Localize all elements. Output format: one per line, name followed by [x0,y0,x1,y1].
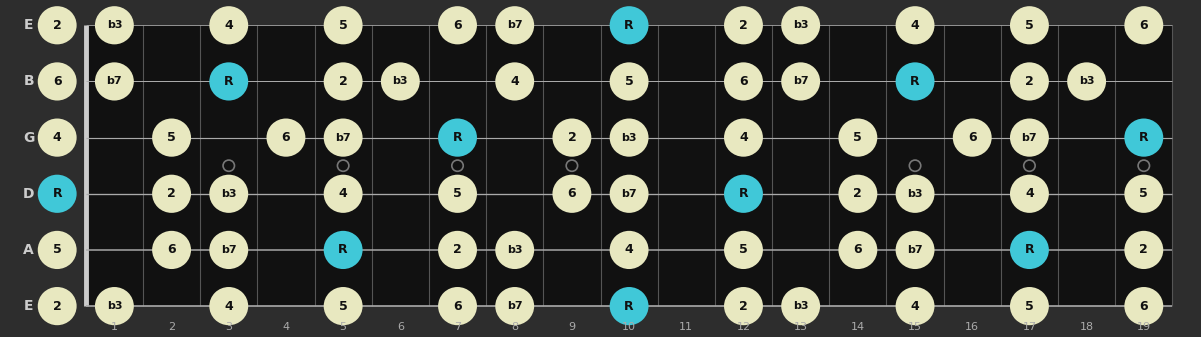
Text: 4: 4 [339,187,347,200]
Circle shape [95,6,133,44]
Text: 4: 4 [510,75,519,88]
Circle shape [1124,231,1164,269]
Text: b3: b3 [1078,76,1094,87]
Circle shape [610,231,649,269]
Circle shape [724,287,763,325]
Circle shape [324,231,363,269]
Circle shape [37,287,77,325]
Circle shape [324,119,363,157]
Circle shape [438,287,477,325]
Circle shape [896,231,934,269]
Text: 3: 3 [226,322,232,332]
Text: D: D [23,187,35,201]
Circle shape [724,62,763,100]
Circle shape [1010,175,1048,213]
Text: 18: 18 [1080,322,1094,332]
Circle shape [552,175,591,213]
Text: b3: b3 [907,189,922,199]
Text: b3: b3 [793,20,808,30]
Circle shape [381,62,420,100]
Circle shape [1124,175,1164,213]
Circle shape [37,6,77,44]
Circle shape [95,62,133,100]
Text: 15: 15 [908,322,922,332]
Text: 8: 8 [512,322,519,332]
Circle shape [37,175,77,213]
Circle shape [267,119,305,157]
Circle shape [1124,6,1164,44]
Text: R: R [53,187,62,200]
Circle shape [896,62,934,100]
Circle shape [781,62,820,100]
Text: 4: 4 [282,322,289,332]
Text: 14: 14 [850,322,865,332]
Circle shape [838,175,877,213]
Circle shape [610,119,649,157]
Circle shape [495,287,534,325]
Circle shape [1010,231,1048,269]
Text: 5: 5 [167,131,175,144]
Text: 6: 6 [1140,19,1148,32]
Text: b3: b3 [107,20,123,30]
Circle shape [324,62,363,100]
Text: b7: b7 [335,132,351,143]
Text: R: R [625,19,634,32]
Circle shape [896,6,934,44]
Text: E: E [24,299,34,313]
Circle shape [324,6,363,44]
Text: 4: 4 [1026,187,1034,200]
Circle shape [209,287,249,325]
Circle shape [1124,119,1164,157]
Circle shape [552,119,591,157]
Circle shape [1068,62,1106,100]
Circle shape [724,119,763,157]
Text: 2: 2 [167,187,175,200]
Text: 6: 6 [1140,300,1148,313]
Text: 6: 6 [453,19,462,32]
Text: 5: 5 [1026,19,1034,32]
Circle shape [838,231,877,269]
Text: 5: 5 [53,243,61,256]
Circle shape [952,119,992,157]
Text: 5: 5 [739,243,748,256]
Text: R: R [1024,243,1034,256]
Text: b7: b7 [793,76,808,87]
Text: A: A [23,243,34,257]
Text: 2: 2 [453,243,462,256]
Text: 5: 5 [339,300,347,313]
Circle shape [209,231,249,269]
Text: 17: 17 [1022,322,1036,332]
Circle shape [781,6,820,44]
Text: b3: b3 [507,245,522,255]
Text: b7: b7 [1022,132,1038,143]
Text: 19: 19 [1137,322,1151,332]
Text: b3: b3 [793,301,808,311]
Circle shape [1010,119,1048,157]
Circle shape [724,6,763,44]
Circle shape [495,62,534,100]
Circle shape [95,287,133,325]
Circle shape [37,119,77,157]
Text: 11: 11 [680,322,693,332]
Text: 2: 2 [53,19,61,32]
Circle shape [438,231,477,269]
Circle shape [37,62,77,100]
Text: b7: b7 [621,189,637,199]
Text: 10: 10 [622,322,637,332]
Text: b3: b3 [393,76,408,87]
Circle shape [153,231,191,269]
Text: b7: b7 [507,301,522,311]
Text: b7: b7 [107,76,123,87]
Text: 5: 5 [625,75,633,88]
Text: 4: 4 [225,300,233,313]
FancyBboxPatch shape [85,25,1172,306]
Text: 4: 4 [910,300,920,313]
Text: 6: 6 [396,322,404,332]
Circle shape [438,6,477,44]
Text: 6: 6 [167,243,175,256]
Text: 4: 4 [225,19,233,32]
Circle shape [896,287,934,325]
Text: b3: b3 [221,189,237,199]
Text: 5: 5 [1026,300,1034,313]
